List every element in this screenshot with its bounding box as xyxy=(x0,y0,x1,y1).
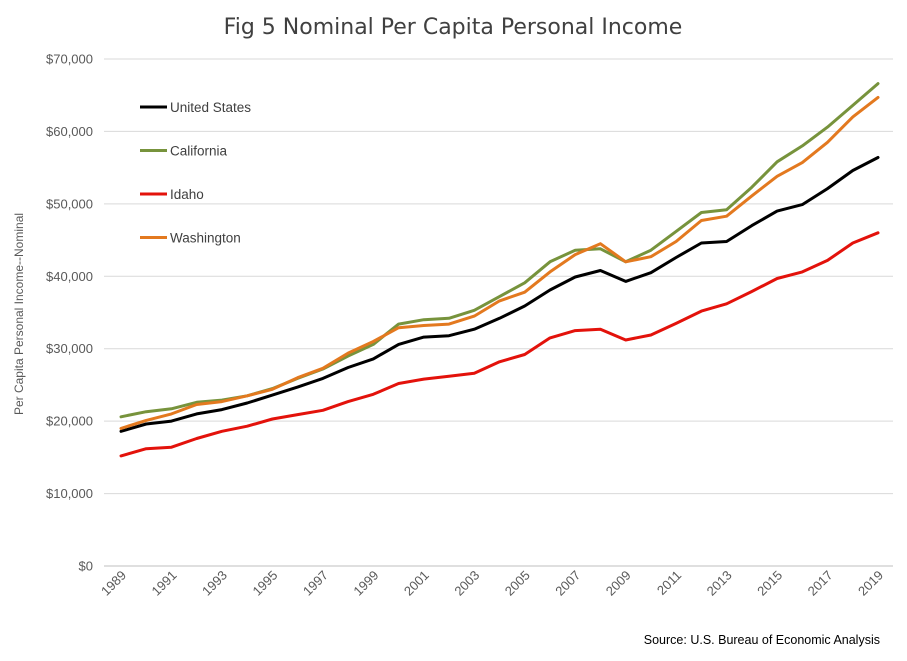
series-line-washington xyxy=(119,95,880,430)
y-tick-label: $70,000 xyxy=(46,52,93,67)
x-tick-label: 1989 xyxy=(98,568,129,599)
legend-label-washington: Washington xyxy=(170,231,241,246)
series-line-united-states xyxy=(119,156,880,433)
x-tick-label: 2005 xyxy=(502,568,533,599)
y-tick-label: $10,000 xyxy=(46,486,93,501)
x-tick-label: 2001 xyxy=(401,568,432,599)
legend: United States California Idaho Washington xyxy=(140,100,251,246)
y-tick-label: $0 xyxy=(79,559,93,574)
legend-label-california: California xyxy=(170,144,228,159)
x-tick-label: 1997 xyxy=(300,568,331,599)
x-tick-label: 2011 xyxy=(654,568,684,598)
x-tick-label: 1993 xyxy=(199,568,230,599)
x-axis-ticks: 1989 1991 1993 1995 1997 1999 2001 2003 2005 2007… xyxy=(98,568,886,599)
x-tick-label: 2009 xyxy=(603,568,634,599)
chart-title: Fig 5 Nominal Per Capita Personal Income xyxy=(224,15,683,40)
series-lines xyxy=(119,82,880,458)
series-line-california xyxy=(119,82,880,419)
legend-label-idaho: Idaho xyxy=(170,187,204,202)
x-tick-label: 1995 xyxy=(249,568,280,599)
x-tick-label: 2017 xyxy=(805,568,836,599)
y-tick-label: $30,000 xyxy=(46,341,93,356)
x-tick-label: 1999 xyxy=(350,568,381,599)
x-tick-label: 2015 xyxy=(754,568,785,599)
y-tick-label: $60,000 xyxy=(46,124,93,139)
gridlines xyxy=(104,58,893,567)
y-axis-label: Per Capita Personal Income--Nominal xyxy=(12,213,26,415)
x-tick-label: 2003 xyxy=(451,568,482,599)
y-tick-label: $40,000 xyxy=(46,269,93,284)
x-tick-label: 2013 xyxy=(704,568,735,599)
x-tick-label: 1991 xyxy=(149,568,180,599)
series-line-idaho xyxy=(119,231,880,458)
y-tick-label: $20,000 xyxy=(46,414,93,429)
x-tick-label: 2019 xyxy=(855,568,886,599)
y-tick-label: $50,000 xyxy=(46,196,93,211)
x-tick-label: 2007 xyxy=(552,568,583,599)
legend-label-united-states: United States xyxy=(170,100,251,115)
y-axis-ticks: $0 $10,000 $20,000 $30,000 $40,000 $50,000 $60… xyxy=(46,52,93,574)
source-note: Source: U.S. Bureau of Economic Analysis xyxy=(644,633,880,647)
